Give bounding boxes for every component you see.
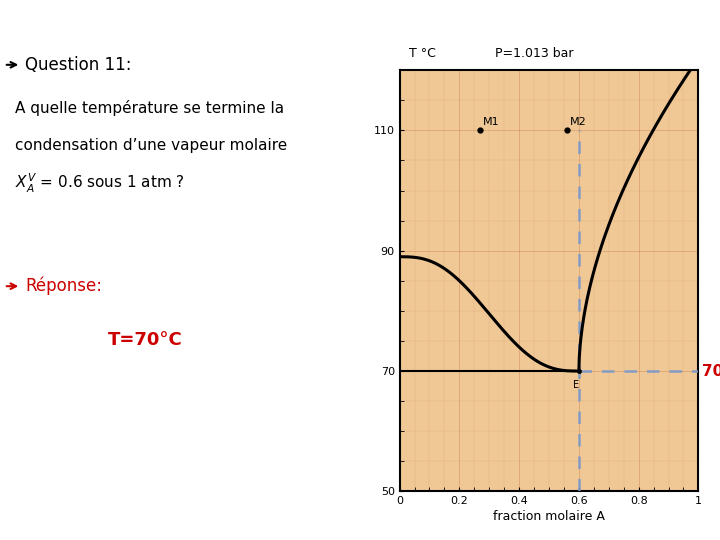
Text: M1: M1 (483, 117, 500, 127)
Text: condensation d’une vapeur molaire: condensation d’une vapeur molaire (15, 138, 288, 153)
Text: E: E (573, 380, 579, 390)
Text: Question 11:: Question 11: (25, 56, 132, 74)
Text: T=70°C: T=70°C (108, 331, 183, 349)
Text: T °C: T °C (408, 46, 436, 60)
X-axis label: fraction molaire A: fraction molaire A (493, 510, 605, 523)
Text: A quelle température se termine la: A quelle température se termine la (15, 100, 284, 116)
Text: 70: 70 (702, 363, 720, 379)
Text: P=1.013 bar: P=1.013 bar (495, 46, 574, 60)
Text: Réponse:: Réponse: (25, 277, 102, 295)
Text: M2: M2 (570, 117, 587, 127)
Text: $X_A^V$ = 0.6 sous 1 atm ?: $X_A^V$ = 0.6 sous 1 atm ? (15, 172, 185, 195)
